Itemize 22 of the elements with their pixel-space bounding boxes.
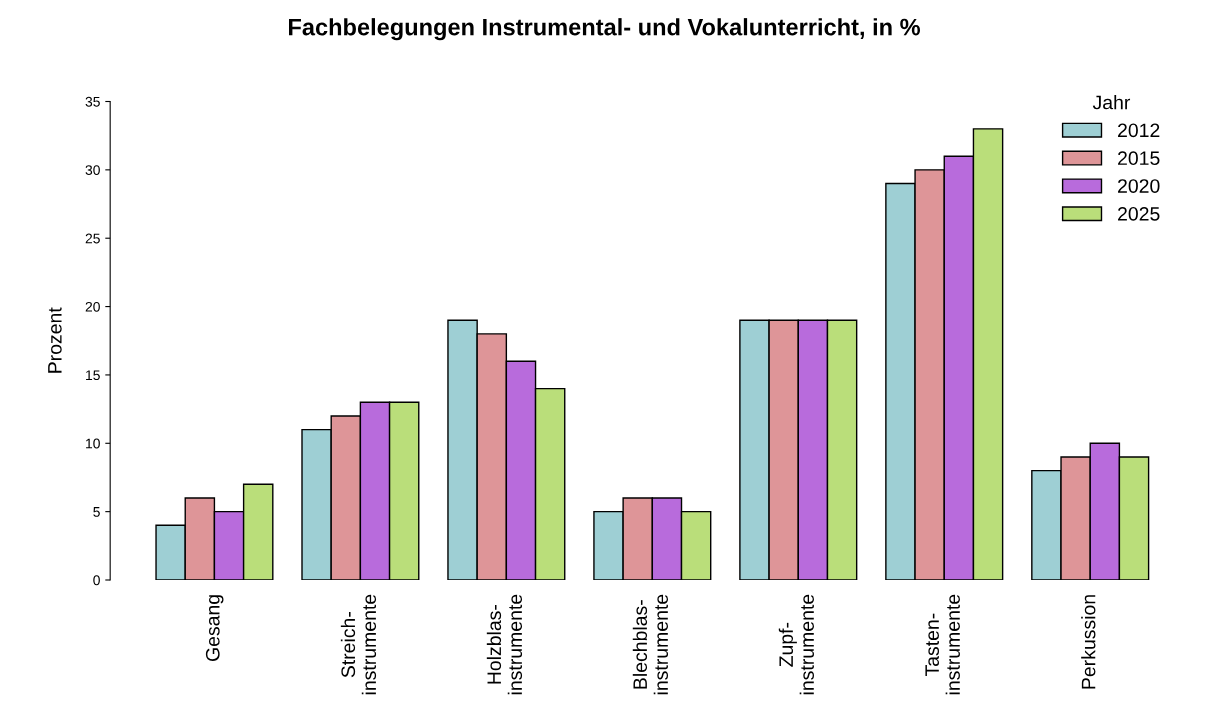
y-tick-label: 0 — [93, 575, 100, 586]
x-tick-label: Streich- instrumente — [340, 594, 377, 695]
x-tick-label: Holzblas- instrumente — [486, 594, 523, 695]
y-tick-label: 10 — [86, 438, 100, 449]
legend-title: Jahr — [1092, 95, 1131, 110]
legend-label: 2025 — [1118, 206, 1160, 221]
legend-label: 2012 — [1118, 123, 1160, 138]
x-tick-label: Perkussion — [1081, 595, 1096, 689]
legend-label: 2020 — [1118, 179, 1160, 193]
x-tick-label: Gesang — [205, 595, 224, 662]
y-tick-label: 25 — [85, 233, 100, 244]
x-tick-label: Zupf- instrumente — [778, 594, 814, 695]
y-tick-label: 15 — [86, 370, 100, 381]
y-axis-title: Prozent — [48, 307, 62, 373]
y-tick-label: 35 — [85, 96, 100, 107]
x-tick-label: Tasten- instrumente — [925, 594, 960, 695]
y-tick-label: 5 — [93, 507, 100, 517]
y-tick-label: 20 — [85, 301, 100, 312]
legend-label: 2015 — [1118, 151, 1160, 166]
y-tick-label: 30 — [85, 165, 100, 176]
chart-title: Fachbelegungen Instrumental- und Vokalunterricht, in % — [289, 18, 920, 41]
x-tick-label: Blechblas- instrumente — [632, 594, 669, 695]
